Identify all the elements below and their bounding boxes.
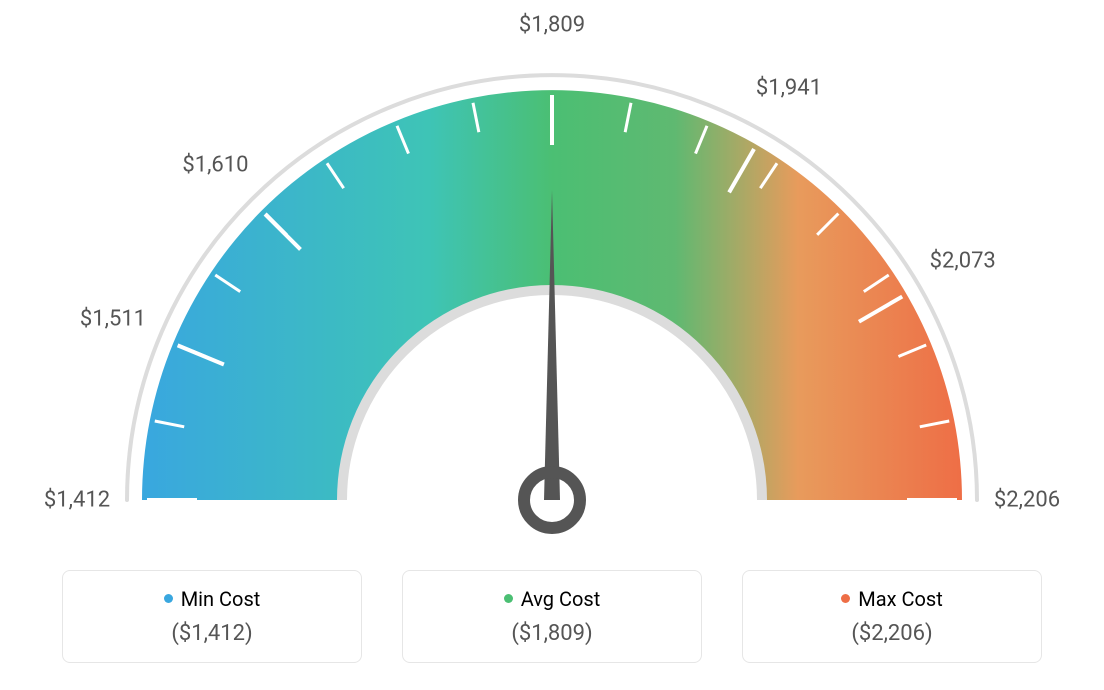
gauge-tick-label: $1,809	[519, 13, 585, 38]
legend-title-min: Min Cost	[83, 587, 341, 611]
gauge-area: $1,412 $1,511 $1,610 $1,809 $1,941 $2,073 $2,2…	[0, 0, 1104, 560]
legend-card-min: Min Cost ($1,412)	[62, 570, 362, 663]
gauge-svg	[0, 0, 1104, 560]
cost-gauge-chart: $1,412 $1,511 $1,610 $1,809 $1,941 $2,073 $2,2…	[0, 0, 1104, 690]
legend-card-max: Max Cost ($2,206)	[742, 570, 1042, 663]
legend-label-min: Min Cost	[181, 587, 261, 611]
gauge-tick-label: $2,073	[930, 249, 996, 274]
gauge-tick-label: $2,206	[994, 488, 1060, 513]
legend-label-max: Max Cost	[858, 587, 943, 611]
legend-value-avg: ($1,809)	[423, 621, 681, 646]
legend-row: Min Cost ($1,412) Avg Cost ($1,809) Max …	[0, 570, 1104, 663]
legend-value-max: ($2,206)	[763, 621, 1021, 646]
gauge-tick-label: $1,610	[182, 152, 248, 177]
legend-dot-min	[164, 594, 173, 603]
legend-label-avg: Avg Cost	[521, 587, 601, 611]
gauge-tick-label: $1,941	[756, 76, 822, 101]
legend-title-avg: Avg Cost	[423, 587, 681, 611]
gauge-tick-label: $1,511	[80, 306, 146, 331]
legend-card-avg: Avg Cost ($1,809)	[402, 570, 702, 663]
legend-title-max: Max Cost	[763, 587, 1021, 611]
legend-value-min: ($1,412)	[83, 621, 341, 646]
legend-dot-max	[841, 594, 850, 603]
legend-dot-avg	[504, 594, 513, 603]
gauge-tick-label: $1,412	[44, 488, 110, 513]
